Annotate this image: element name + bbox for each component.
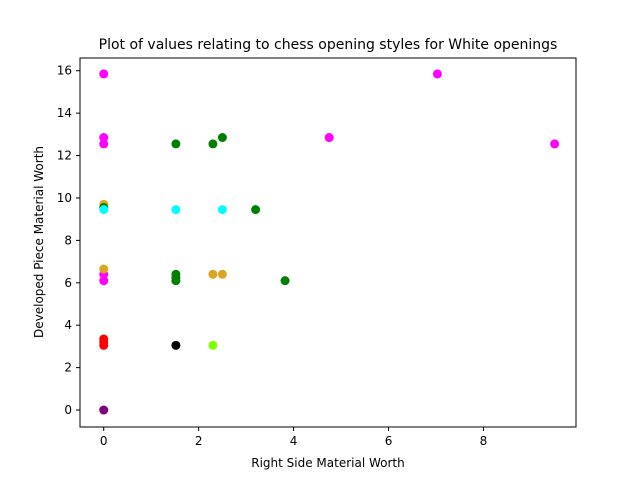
data-point-17 <box>171 205 181 215</box>
x-tick-label: 0 <box>100 434 108 448</box>
data-point-28 <box>432 69 442 79</box>
data-point-6 <box>99 264 109 274</box>
data-point-10 <box>99 139 109 149</box>
x-tick-label: 6 <box>385 434 393 448</box>
y-tick-label: 8 <box>64 233 72 247</box>
y-tick-label: 16 <box>57 64 72 78</box>
data-point-29 <box>550 139 560 149</box>
data-point-25 <box>251 205 261 215</box>
data-point-24 <box>217 205 227 215</box>
data-point-27 <box>324 133 334 143</box>
data-point-22 <box>208 139 218 149</box>
y-axis-ticks: 0 2 4 6 8 10 12 14 16 <box>57 64 80 417</box>
chart-title: Plot of values relating to chess opening… <box>99 37 558 53</box>
data-point-3 <box>99 334 109 344</box>
data-point-20 <box>208 269 218 279</box>
y-tick-label: 0 <box>64 403 72 417</box>
data-point-11 <box>99 133 109 143</box>
data-point-16 <box>171 269 181 279</box>
x-tick-label: 8 <box>480 434 488 448</box>
data-point-0 <box>99 405 109 415</box>
x-axis-ticks: 0 2 4 6 8 <box>100 427 487 448</box>
data-point-4 <box>99 276 109 286</box>
data-point-12 <box>99 69 109 79</box>
y-tick-label: 6 <box>64 276 72 290</box>
y-tick-label: 2 <box>64 361 72 375</box>
y-tick-label: 12 <box>57 149 72 163</box>
data-point-9 <box>99 205 109 215</box>
x-tick-label: 4 <box>290 434 298 448</box>
y-tick-label: 4 <box>64 318 72 332</box>
data-point-19 <box>208 340 218 350</box>
y-axis-label: Developed Piece Material Worth <box>32 146 46 338</box>
data-point-26 <box>280 276 290 286</box>
x-axis-label: Right Side Material Worth <box>251 456 405 470</box>
points-layer <box>99 69 560 415</box>
data-point-18 <box>171 139 181 149</box>
y-tick-label: 10 <box>57 191 72 205</box>
data-point-23 <box>217 133 227 143</box>
data-point-21 <box>217 269 227 279</box>
plot-frame <box>79 57 577 428</box>
x-tick-label: 2 <box>195 434 203 448</box>
data-point-13 <box>171 340 181 350</box>
y-tick-label: 14 <box>57 106 72 120</box>
